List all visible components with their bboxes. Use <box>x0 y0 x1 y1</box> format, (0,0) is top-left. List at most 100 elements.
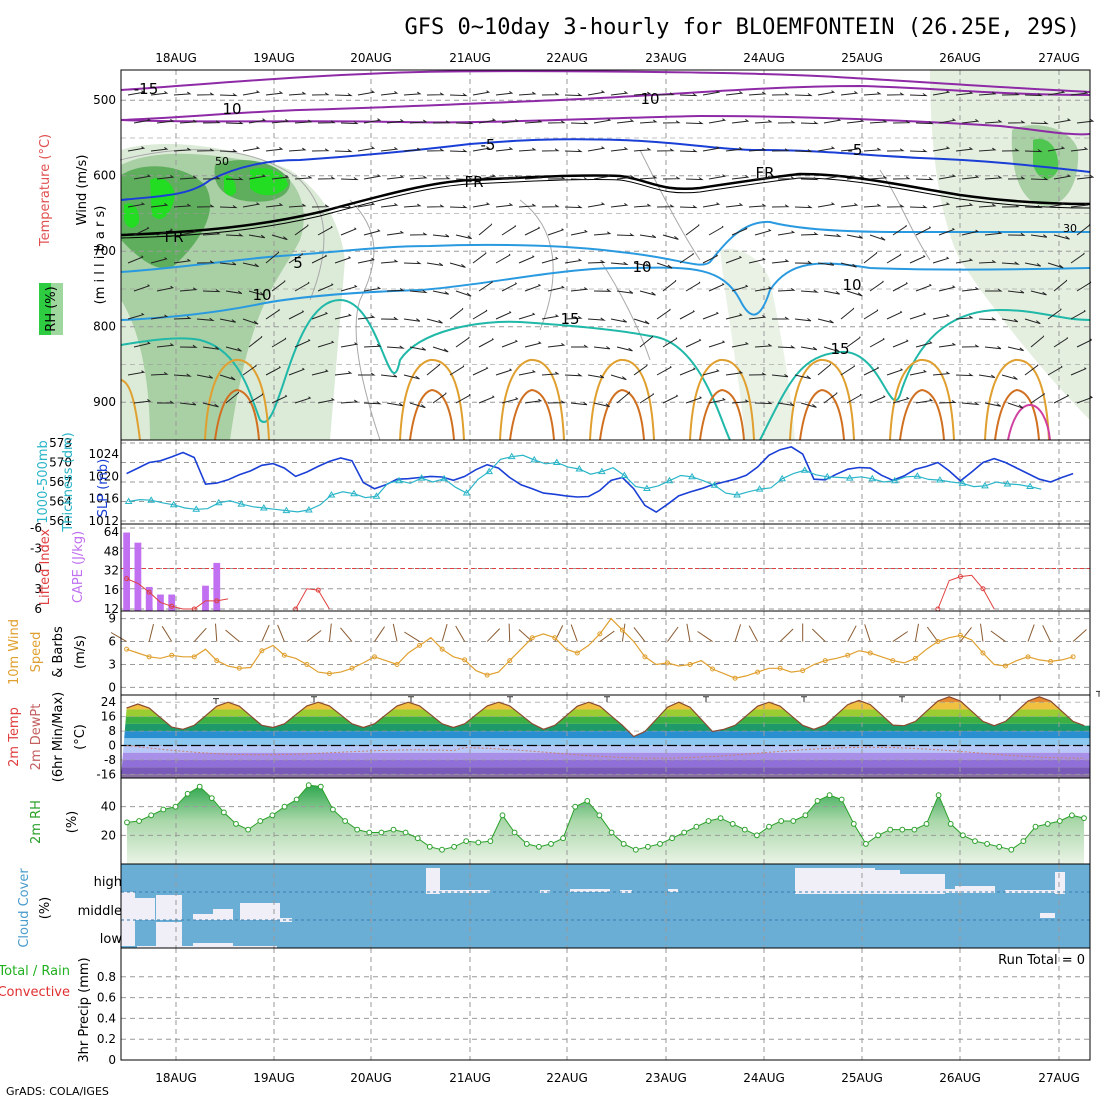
wind-barb <box>938 400 957 404</box>
wind-barbs <box>127 90 1095 409</box>
rh-bright-area <box>250 168 288 196</box>
thickness-marker <box>823 472 832 480</box>
wind10-marker <box>439 646 445 652</box>
wind-barb <box>173 203 192 208</box>
wind-barb <box>571 344 589 348</box>
contour-label: FR <box>164 228 183 246</box>
cloud-cover-bar <box>156 922 182 946</box>
rh-marker <box>850 821 857 827</box>
wind-barb <box>863 366 880 376</box>
wind-barb <box>955 202 974 208</box>
wind-barb <box>225 290 243 294</box>
wind-barb <box>495 311 512 320</box>
wind-barb <box>616 391 631 404</box>
rh-marker <box>741 826 748 833</box>
rh-dark-area <box>1033 138 1059 180</box>
wind-barb <box>288 147 307 152</box>
temp-line <box>126 696 1085 738</box>
wind10-marker <box>169 652 175 658</box>
wind-barb <box>938 174 957 180</box>
wind-barb <box>731 118 750 124</box>
wind-barb <box>702 90 721 96</box>
p3-left-tick: -3 <box>30 541 42 555</box>
wind10-barb <box>340 627 353 642</box>
wind-barb <box>748 147 767 152</box>
wind-barb <box>748 257 766 264</box>
bottom-date-label: 25AUG <box>841 1071 883 1085</box>
p2-left-tick: 564 <box>49 495 72 509</box>
wind-barb <box>1007 346 1024 352</box>
wind-barb <box>547 400 566 404</box>
wind-barb <box>794 149 813 153</box>
wind-barb <box>311 254 328 264</box>
wind-barb <box>754 401 773 405</box>
wind-barb <box>1024 149 1043 153</box>
cloud-cover-bar <box>1055 872 1065 894</box>
contour-label: 15 <box>830 340 849 358</box>
wind-barb <box>265 202 284 208</box>
wind-barb <box>541 92 560 96</box>
cape-grid <box>121 524 1090 611</box>
p5-ytick: 16 <box>101 710 116 724</box>
contour-label: -5 <box>848 141 863 159</box>
thickness-marker <box>620 471 629 478</box>
wind10-barb <box>892 631 908 642</box>
wind-barb <box>708 397 726 404</box>
wind-barb <box>478 174 497 180</box>
rh-marker <box>511 829 518 836</box>
contour-label: -5 <box>481 136 496 154</box>
wind-barb <box>1053 118 1072 124</box>
temp-band <box>121 767 1090 775</box>
p5-ytick: 24 <box>101 695 116 709</box>
wind-barb <box>685 177 704 181</box>
wind-barb <box>892 282 908 292</box>
wind10-marker <box>124 646 130 652</box>
wind-barb <box>265 366 281 376</box>
run-total: Run Total = 0 <box>998 953 1085 968</box>
wind-barb <box>1070 90 1089 96</box>
thickness-marker <box>259 504 268 511</box>
wind10-marker <box>1025 654 1031 660</box>
wind-barb <box>380 90 399 96</box>
wind-barb <box>932 256 950 264</box>
rh-marker <box>1008 846 1015 853</box>
rh-line <box>124 782 1087 853</box>
wind-barb <box>685 224 700 236</box>
thickness-marker <box>440 474 449 482</box>
thickness-marker <box>147 496 156 503</box>
top-date-label: 18AUG <box>155 51 197 65</box>
wind-barb <box>127 255 144 264</box>
wind-barb <box>449 93 468 97</box>
wind-barb <box>639 393 654 404</box>
wind-barb <box>662 394 679 404</box>
wind-barb <box>725 313 743 320</box>
wind10-barb <box>261 624 270 642</box>
wind-barb <box>892 396 910 404</box>
temp-lines <box>121 690 1100 759</box>
wind10-marker <box>957 632 963 638</box>
wind-barb <box>524 283 542 292</box>
wind10-marker <box>236 665 242 671</box>
wind10-marker <box>372 654 378 660</box>
p7-label-1: Cloud Cover <box>17 868 32 948</box>
wind-barb <box>892 176 911 180</box>
p1-temp-word: Temperature <box>38 164 53 247</box>
wind-barb <box>909 93 928 97</box>
wind-barb <box>633 203 652 208</box>
plus-25-contour <box>699 388 745 441</box>
p5-label-4: (°C) <box>73 724 88 750</box>
rh-marker <box>705 818 712 824</box>
wind10-marker <box>822 658 828 664</box>
wind-barb <box>196 204 215 208</box>
rh-marker <box>657 841 663 847</box>
wind-barb <box>748 372 767 376</box>
wind-barb <box>817 262 835 266</box>
wind-barb <box>633 91 652 96</box>
wind-barb <box>334 93 353 97</box>
rh-marker <box>1032 823 1039 830</box>
wind-barb <box>403 147 422 152</box>
rh-marker <box>1056 818 1063 824</box>
wind-barb <box>334 205 353 209</box>
wind-barb <box>271 280 286 292</box>
thickness-marker <box>890 476 899 484</box>
